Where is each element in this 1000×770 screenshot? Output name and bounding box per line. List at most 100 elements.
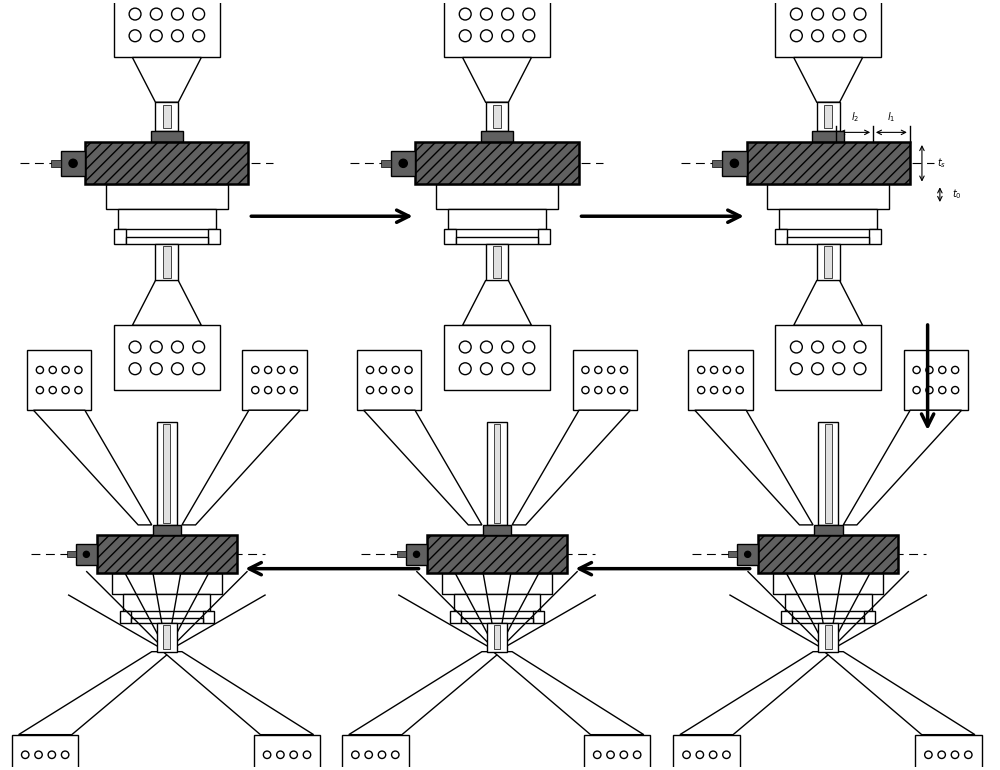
Bar	[781, 611, 792, 623]
Polygon shape	[463, 58, 531, 102]
Bar	[123, 594, 210, 611]
Bar	[824, 105, 832, 129]
Bar	[584, 735, 650, 770]
Bar	[381, 160, 391, 166]
Bar	[483, 525, 511, 535]
Bar	[76, 544, 97, 565]
Bar	[864, 611, 875, 623]
Bar	[427, 535, 567, 573]
Bar	[436, 185, 558, 209]
Bar	[817, 244, 840, 280]
Bar	[573, 350, 637, 410]
Polygon shape	[794, 280, 863, 325]
Bar	[163, 105, 171, 129]
Bar	[406, 544, 427, 565]
Polygon shape	[695, 410, 813, 525]
Bar	[163, 625, 170, 649]
Bar	[155, 102, 178, 131]
Bar	[67, 551, 76, 557]
Polygon shape	[843, 410, 962, 525]
Circle shape	[399, 159, 407, 167]
Bar	[444, 325, 550, 390]
Bar	[915, 735, 982, 770]
Bar	[486, 102, 508, 131]
Polygon shape	[680, 651, 832, 735]
Bar	[454, 594, 540, 611]
Bar	[444, 229, 456, 244]
Bar	[487, 421, 507, 525]
Bar	[461, 618, 533, 623]
Bar	[775, 229, 787, 244]
Polygon shape	[463, 280, 531, 325]
Bar	[712, 160, 722, 166]
Bar	[155, 244, 178, 280]
Bar	[114, 325, 220, 390]
Bar	[825, 424, 832, 523]
Bar	[775, 325, 881, 390]
Bar	[61, 151, 85, 176]
Circle shape	[745, 551, 751, 557]
Bar	[120, 611, 131, 623]
Bar	[12, 735, 78, 770]
Bar	[51, 160, 61, 166]
Text: $l_2$: $l_2$	[851, 110, 859, 124]
Bar	[151, 131, 183, 142]
Polygon shape	[493, 651, 644, 735]
Polygon shape	[824, 651, 975, 735]
Bar	[442, 573, 552, 594]
Polygon shape	[33, 410, 152, 525]
Bar	[114, 0, 220, 58]
Bar	[481, 131, 513, 142]
Bar	[242, 350, 307, 410]
Polygon shape	[794, 58, 863, 102]
Bar	[533, 611, 544, 623]
Polygon shape	[19, 651, 171, 735]
Bar	[779, 209, 877, 229]
Bar	[444, 0, 550, 58]
Circle shape	[414, 551, 420, 557]
Bar	[357, 350, 421, 410]
Polygon shape	[364, 410, 482, 525]
Bar	[493, 105, 501, 129]
Polygon shape	[512, 410, 630, 525]
Bar	[126, 237, 208, 244]
Bar	[673, 735, 740, 770]
Bar	[688, 350, 753, 410]
Bar	[747, 142, 910, 185]
Circle shape	[83, 551, 89, 557]
Bar	[487, 623, 507, 651]
Bar	[131, 618, 203, 623]
Bar	[112, 573, 222, 594]
Bar	[203, 611, 214, 623]
Bar	[814, 525, 843, 535]
Bar	[824, 246, 832, 278]
Bar	[812, 131, 844, 142]
Bar	[114, 229, 126, 244]
Bar	[817, 102, 840, 131]
Bar	[415, 142, 579, 185]
Polygon shape	[132, 280, 201, 325]
Bar	[391, 151, 415, 176]
Bar	[163, 246, 171, 278]
Bar	[758, 535, 898, 573]
Bar	[494, 625, 500, 649]
Bar	[493, 246, 501, 278]
Bar	[85, 142, 248, 185]
Circle shape	[69, 159, 77, 167]
Bar	[106, 185, 228, 209]
Bar	[787, 237, 869, 244]
Bar	[904, 350, 968, 410]
Bar	[27, 350, 91, 410]
Text: $t_0$: $t_0$	[952, 187, 962, 201]
Bar	[450, 611, 461, 623]
Bar	[97, 535, 237, 573]
Bar	[767, 185, 889, 209]
Text: $t_s$: $t_s$	[937, 156, 946, 170]
Circle shape	[730, 159, 738, 167]
Bar	[825, 625, 832, 649]
Bar	[728, 551, 737, 557]
Bar	[785, 594, 872, 611]
Bar	[208, 229, 220, 244]
Polygon shape	[132, 58, 201, 102]
Bar	[773, 573, 883, 594]
